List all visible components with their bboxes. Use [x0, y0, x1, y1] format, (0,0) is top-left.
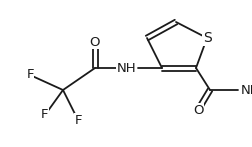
- Text: NH₂: NH₂: [241, 83, 252, 96]
- Text: O: O: [193, 103, 203, 117]
- Text: F: F: [41, 108, 49, 122]
- Text: O: O: [90, 35, 100, 49]
- Text: F: F: [26, 69, 34, 81]
- Text: S: S: [203, 31, 211, 45]
- Text: F: F: [74, 113, 82, 127]
- Text: NH: NH: [116, 61, 136, 75]
